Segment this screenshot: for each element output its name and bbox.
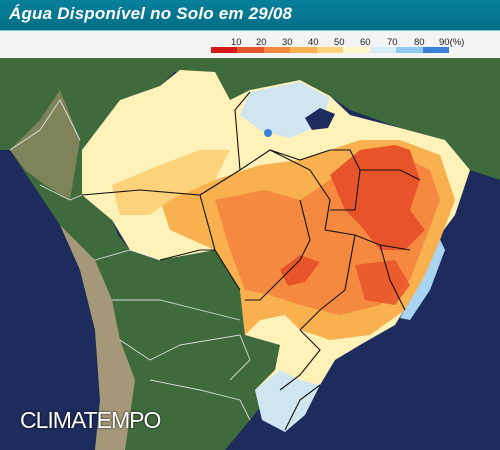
moist-spot	[264, 129, 272, 137]
legend-colorbar	[211, 47, 449, 53]
andes-region	[60, 225, 135, 450]
south-america-land	[0, 58, 500, 450]
legend-swatch-2	[237, 47, 264, 53]
state-borders	[81, 91, 421, 431]
soil-water-map	[0, 58, 500, 450]
climatempo-logo: CLIMATEMPO	[20, 407, 161, 433]
title-bar: Água Disponível no Solo em 29/08	[0, 0, 500, 31]
andes-north	[10, 90, 80, 200]
legend-label-30: 30	[282, 37, 293, 48]
legend-label-80: 80	[414, 37, 425, 48]
moist-south-coast	[255, 370, 320, 432]
extreme-dry-center	[280, 255, 320, 286]
legend-swatch-6	[343, 47, 370, 53]
legend-swatch-4	[290, 47, 317, 53]
legend-bar	[0, 31, 500, 58]
moist-north-patch	[240, 82, 330, 138]
legend-label-60: 60	[360, 37, 371, 48]
legend-label-10: 10	[231, 37, 242, 48]
legend-label-90: 90(%)	[439, 37, 465, 48]
extreme-dry-northeast	[330, 145, 425, 250]
extreme-dry-southeast	[355, 260, 410, 305]
legend-swatch-5	[316, 47, 344, 53]
legend-swatch-9	[422, 47, 449, 53]
country-borders	[9, 99, 251, 421]
legend-labels: 10 20 30 40 50 60 70 80 90(%)	[211, 37, 465, 49]
dry-west-zone	[112, 150, 230, 215]
legend-label-40: 40	[308, 37, 319, 48]
legend-label-70: 70	[387, 37, 398, 48]
legend-label-20: 20	[256, 37, 267, 48]
map-title: Água Disponível no Solo em 29/08	[9, 4, 293, 23]
legend-label-50: 50	[334, 37, 345, 48]
legend-swatch-7	[369, 47, 397, 53]
legend-swatch-1	[211, 47, 238, 53]
legend-swatch-8	[396, 47, 423, 53]
legend-swatch-3	[263, 47, 291, 53]
amazon-delta	[305, 108, 335, 130]
